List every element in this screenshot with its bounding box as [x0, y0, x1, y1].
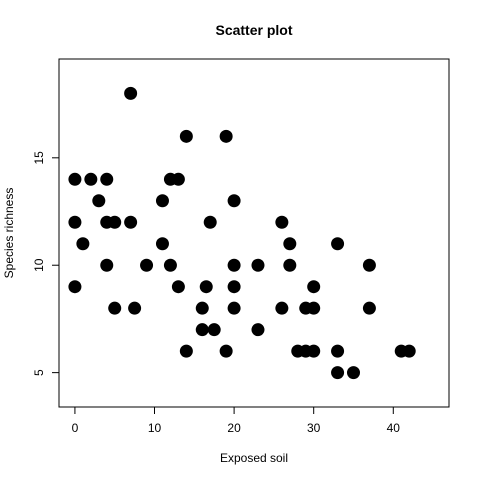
- data-point: [275, 215, 289, 229]
- data-point: [207, 323, 221, 337]
- data-point: [195, 301, 209, 315]
- data-point: [283, 258, 297, 272]
- x-tick-label: 40: [387, 421, 401, 435]
- data-point: [100, 258, 114, 272]
- data-point: [227, 280, 241, 294]
- x-tick-label: 10: [148, 421, 162, 435]
- data-point: [195, 323, 209, 337]
- y-tick-label: 10: [32, 258, 46, 272]
- data-point: [84, 172, 98, 186]
- data-point: [128, 301, 142, 315]
- data-point: [171, 172, 185, 186]
- data-point: [155, 237, 169, 251]
- data-point: [179, 129, 193, 143]
- chart-title: Scatter plot: [215, 22, 292, 38]
- data-point: [402, 344, 416, 358]
- data-point: [331, 344, 345, 358]
- y-axis: 5 10 15: [32, 151, 60, 376]
- data-point: [179, 344, 193, 358]
- data-point: [124, 86, 138, 100]
- data-point: [68, 280, 82, 294]
- data-point: [171, 280, 185, 294]
- data-point: [219, 129, 233, 143]
- data-point: [283, 237, 297, 251]
- x-tick-label: 0: [72, 421, 79, 435]
- data-point: [124, 215, 138, 229]
- x-axis-label: Exposed soil: [220, 451, 288, 465]
- data-point: [331, 237, 345, 251]
- data-point: [92, 194, 106, 208]
- y-axis-label: Species richness: [2, 188, 16, 279]
- data-point: [227, 301, 241, 315]
- y-tick-label: 5: [32, 369, 46, 376]
- data-point: [76, 237, 90, 251]
- data-point: [155, 194, 169, 208]
- data-point: [346, 366, 360, 380]
- data-point: [199, 280, 213, 294]
- data-point: [140, 258, 154, 272]
- data-point: [362, 301, 376, 315]
- y-tick-label: 15: [32, 151, 46, 165]
- data-point: [307, 301, 321, 315]
- data-point: [227, 258, 241, 272]
- data-point: [251, 323, 265, 337]
- data-point: [331, 366, 345, 380]
- x-axis: 0 10 20 30 40: [72, 406, 401, 435]
- data-point: [203, 215, 217, 229]
- data-point: [100, 172, 114, 186]
- data-point: [307, 344, 321, 358]
- data-points: [68, 86, 416, 380]
- data-point: [275, 301, 289, 315]
- data-point: [108, 301, 122, 315]
- data-point: [163, 258, 177, 272]
- data-point: [362, 258, 376, 272]
- x-tick-label: 20: [227, 421, 241, 435]
- data-point: [251, 258, 265, 272]
- data-point: [307, 280, 321, 294]
- x-tick-label: 30: [307, 421, 321, 435]
- data-point: [108, 215, 122, 229]
- data-point: [68, 172, 82, 186]
- plot-frame: [58, 58, 450, 408]
- data-point: [68, 215, 82, 229]
- data-point: [219, 344, 233, 358]
- data-point: [227, 194, 241, 208]
